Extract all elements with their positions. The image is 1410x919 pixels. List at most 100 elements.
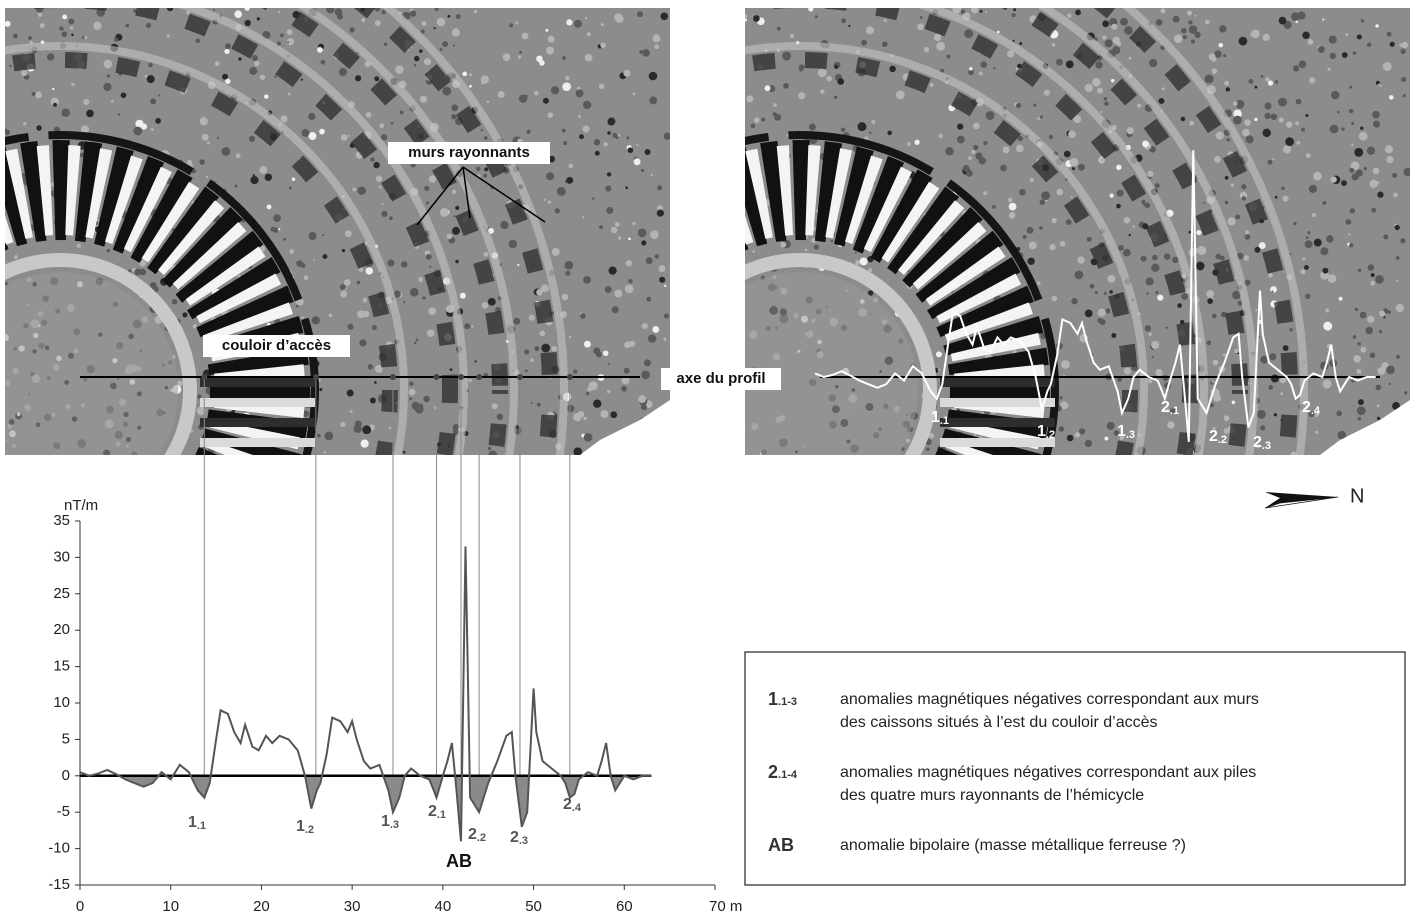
speckle — [625, 260, 633, 267]
speckle — [647, 438, 652, 444]
speckle — [1244, 279, 1251, 286]
speckle — [1144, 202, 1151, 209]
speckle — [1152, 254, 1158, 261]
speckle — [1285, 121, 1293, 128]
speckle — [1222, 353, 1226, 357]
speckle — [303, 275, 309, 281]
speckle — [859, 257, 868, 266]
x-tick-label: 10 — [162, 898, 179, 915]
speckle — [1065, 219, 1072, 226]
speckle — [517, 55, 522, 59]
speckle — [598, 83, 605, 90]
speckle — [582, 100, 592, 110]
speckle — [583, 433, 593, 442]
speckle — [1359, 311, 1367, 319]
speckle — [1305, 293, 1311, 299]
speckle — [205, 175, 209, 179]
speckle — [409, 10, 417, 17]
speckle — [393, 290, 401, 298]
speckle — [59, 26, 64, 31]
label-sub: .1 — [437, 809, 446, 821]
corridor-stripe — [940, 378, 1055, 387]
speckle — [1383, 234, 1389, 240]
speckle — [133, 9, 137, 13]
speckle — [1328, 35, 1337, 44]
speckle — [1206, 290, 1214, 298]
speckle — [1260, 75, 1264, 78]
speckle — [1206, 340, 1212, 346]
speckle — [68, 18, 75, 25]
speckle — [663, 132, 670, 140]
speckle — [1189, 120, 1194, 126]
speckle — [452, 189, 457, 194]
speckle — [1123, 217, 1131, 224]
speckle — [421, 21, 427, 27]
legend-key-sub: .1-4 — [778, 769, 798, 781]
speckle — [1170, 407, 1177, 415]
radial-walls — [5, 140, 310, 455]
speckle — [46, 53, 55, 61]
speckle — [1345, 219, 1352, 225]
speckle — [1056, 188, 1064, 196]
guide-dot — [201, 374, 208, 380]
speckle — [483, 173, 488, 178]
speckle — [1099, 319, 1106, 326]
speckle — [1354, 307, 1359, 312]
speckle — [1348, 233, 1351, 236]
corridor-stripe — [940, 438, 1055, 447]
legend-text: des quatre murs rayonnants de l’hémicycl… — [840, 787, 1144, 804]
speckle — [1283, 21, 1292, 30]
speckle — [1231, 400, 1236, 405]
speckle — [1002, 146, 1010, 154]
speckle — [978, 71, 983, 76]
speckle — [354, 420, 362, 428]
label-box — [203, 335, 350, 357]
speckle — [1377, 191, 1384, 198]
speckle — [1104, 101, 1109, 106]
speckle — [1237, 116, 1240, 119]
speckle — [936, 41, 946, 51]
speckle — [1066, 434, 1074, 442]
speckle — [1058, 426, 1065, 432]
label-main: 1 — [1117, 423, 1126, 440]
label-sub: .1 — [1170, 405, 1179, 417]
speckle — [338, 67, 347, 77]
speckle — [1345, 33, 1349, 37]
speckle — [1322, 200, 1327, 205]
speckle — [411, 401, 420, 410]
speckle — [388, 427, 392, 430]
speckle — [764, 85, 771, 92]
speckle — [1358, 131, 1368, 141]
speckle — [1109, 193, 1114, 198]
speckle — [380, 134, 388, 141]
speckle — [1212, 359, 1219, 366]
speckle — [993, 67, 996, 70]
speckle — [413, 341, 417, 345]
legend-text: anomalies magnétiques négatives correspo… — [840, 764, 1256, 781]
label-main: 1 — [188, 814, 197, 831]
speckle — [1254, 85, 1258, 89]
speckle — [1360, 346, 1367, 353]
speckle — [1086, 236, 1092, 242]
label-sub: .2 — [477, 832, 486, 844]
speckle — [789, 33, 795, 39]
speckle — [418, 403, 424, 409]
speckle — [568, 335, 572, 339]
speckle — [539, 330, 546, 337]
speckle — [1224, 175, 1229, 180]
speckle — [817, 68, 827, 78]
speckle — [1177, 303, 1182, 308]
speckle — [1012, 39, 1015, 42]
speckle — [754, 117, 760, 123]
speckle — [628, 237, 631, 241]
speckle — [547, 35, 555, 43]
speckle — [561, 293, 569, 301]
speckle — [1401, 446, 1408, 453]
speckle — [326, 8, 335, 14]
speckle — [580, 313, 586, 319]
speckle — [379, 123, 385, 129]
speckle — [1059, 396, 1063, 400]
speckle — [1203, 201, 1206, 204]
speckle — [1357, 342, 1361, 346]
speckle — [426, 201, 429, 205]
